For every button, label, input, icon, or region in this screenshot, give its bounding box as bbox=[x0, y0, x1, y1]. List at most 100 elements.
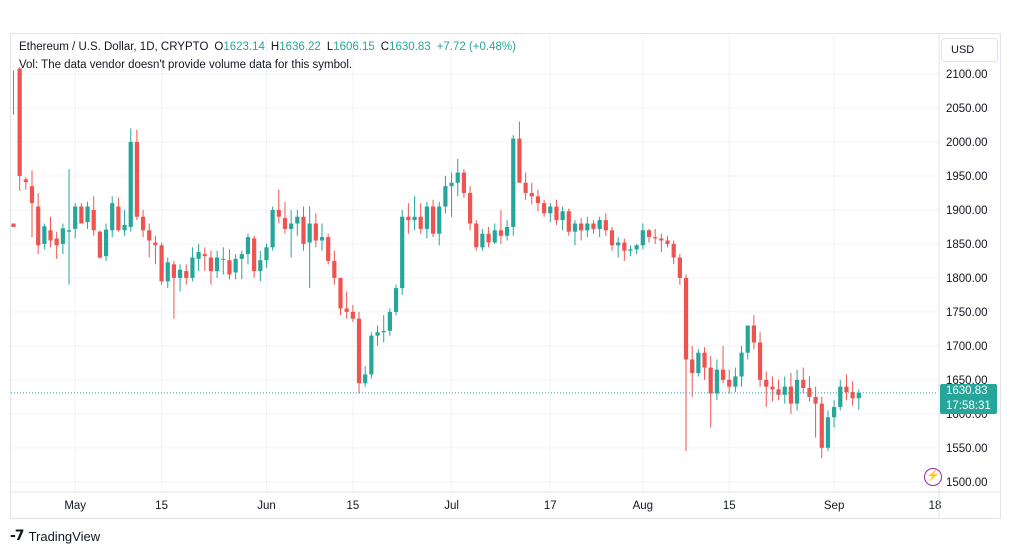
candle-body bbox=[603, 220, 608, 231]
candle bbox=[233, 254, 238, 280]
candle-body bbox=[640, 230, 645, 246]
candle bbox=[73, 203, 78, 239]
candle bbox=[498, 209, 504, 244]
candle bbox=[554, 199, 559, 225]
candle bbox=[424, 201, 429, 239]
candle-body bbox=[609, 230, 615, 246]
y-tick-label: 1550.00 bbox=[946, 443, 988, 455]
candle-body bbox=[289, 223, 294, 229]
candle bbox=[764, 371, 769, 408]
candle bbox=[239, 250, 244, 280]
x-tick-label: May bbox=[64, 500, 86, 512]
candle bbox=[134, 129, 139, 221]
candle bbox=[29, 170, 35, 238]
candle-body bbox=[60, 228, 65, 244]
candle-body bbox=[326, 237, 331, 261]
candle-body bbox=[252, 238, 257, 272]
close-label: C bbox=[380, 41, 390, 53]
candle bbox=[140, 209, 146, 238]
candle-body bbox=[702, 352, 707, 368]
candle-body bbox=[307, 223, 312, 243]
candle-body bbox=[387, 311, 392, 331]
candle bbox=[190, 247, 195, 282]
candle-body bbox=[850, 392, 855, 399]
candle bbox=[363, 366, 368, 387]
candle bbox=[202, 247, 207, 272]
candle-body bbox=[245, 237, 251, 255]
candle-body bbox=[832, 407, 837, 418]
candle bbox=[319, 223, 325, 251]
candle bbox=[579, 218, 584, 241]
candle bbox=[184, 264, 189, 285]
candle-body bbox=[696, 352, 701, 374]
open-value: 1623.14 bbox=[223, 41, 265, 53]
candle bbox=[609, 226, 615, 251]
last-price-value: 1630.83 bbox=[946, 385, 988, 397]
candle-body bbox=[585, 223, 590, 231]
candle-body bbox=[332, 260, 337, 278]
candle bbox=[739, 345, 744, 387]
volume-note: Vol: The data vendor doesn't provide vol… bbox=[19, 59, 353, 71]
lightning-icon[interactable]: ⚡ bbox=[924, 468, 942, 486]
candle-body bbox=[535, 196, 541, 204]
candle-body bbox=[338, 277, 343, 309]
candle-body bbox=[560, 211, 565, 221]
candle-body bbox=[622, 242, 627, 251]
candle-body bbox=[48, 230, 53, 241]
candle bbox=[788, 373, 794, 414]
candle bbox=[276, 189, 281, 224]
candle bbox=[461, 169, 467, 198]
candle bbox=[640, 223, 645, 250]
candle-body bbox=[844, 386, 849, 393]
x-tick-label: Jun bbox=[257, 500, 276, 512]
candle bbox=[794, 369, 800, 411]
candle bbox=[66, 169, 72, 285]
candle bbox=[548, 203, 553, 223]
candle bbox=[597, 216, 602, 238]
candle bbox=[782, 376, 787, 404]
candle-body bbox=[794, 379, 800, 404]
candle bbox=[757, 332, 763, 387]
candle-body bbox=[406, 216, 411, 221]
candle bbox=[492, 223, 497, 244]
candle-body bbox=[430, 206, 436, 234]
candle bbox=[295, 209, 300, 236]
candle-body bbox=[498, 230, 504, 236]
currency-button[interactable]: USD bbox=[941, 38, 998, 62]
candle bbox=[813, 386, 818, 438]
candle-body bbox=[381, 330, 386, 333]
candle-body bbox=[838, 386, 843, 408]
candle-body bbox=[683, 277, 689, 360]
candle-body bbox=[634, 245, 639, 250]
candle bbox=[801, 367, 806, 394]
candle bbox=[153, 235, 158, 265]
candle-body bbox=[350, 311, 355, 319]
candle-body bbox=[776, 389, 781, 395]
candle-body bbox=[208, 257, 214, 272]
candle bbox=[455, 158, 460, 197]
candle-body bbox=[134, 141, 139, 217]
candle-body bbox=[548, 206, 553, 214]
candle bbox=[264, 243, 269, 268]
candle bbox=[529, 182, 534, 205]
ohlc-legend: Ethereum / U.S. Dollar, 1D, CRYPTO O1623.… bbox=[19, 41, 522, 53]
candle-body bbox=[418, 216, 423, 229]
y-tick-label: 1950.00 bbox=[946, 171, 988, 183]
candle bbox=[683, 274, 689, 452]
candle bbox=[110, 196, 115, 238]
candle-body bbox=[153, 242, 158, 246]
price-chart[interactable]: 2100.00 2050.00 2000.00 1950.00 1900.00 1850.… bbox=[10, 33, 1001, 519]
candle-body bbox=[110, 203, 115, 231]
candle bbox=[535, 189, 541, 212]
candle bbox=[227, 249, 232, 280]
candle bbox=[720, 345, 726, 384]
candle bbox=[338, 277, 343, 316]
candle-body bbox=[239, 254, 244, 259]
candle bbox=[819, 396, 824, 459]
candles bbox=[11, 67, 861, 459]
symbol-title[interactable]: Ethereum / U.S. Dollar, 1D, CRYPTO bbox=[19, 41, 209, 53]
tradingview-logo[interactable]: ‑7 TradingView bbox=[10, 528, 100, 544]
tradingview-mark-icon: ‑7 bbox=[10, 528, 25, 544]
candle bbox=[381, 315, 386, 343]
candle bbox=[702, 347, 707, 380]
